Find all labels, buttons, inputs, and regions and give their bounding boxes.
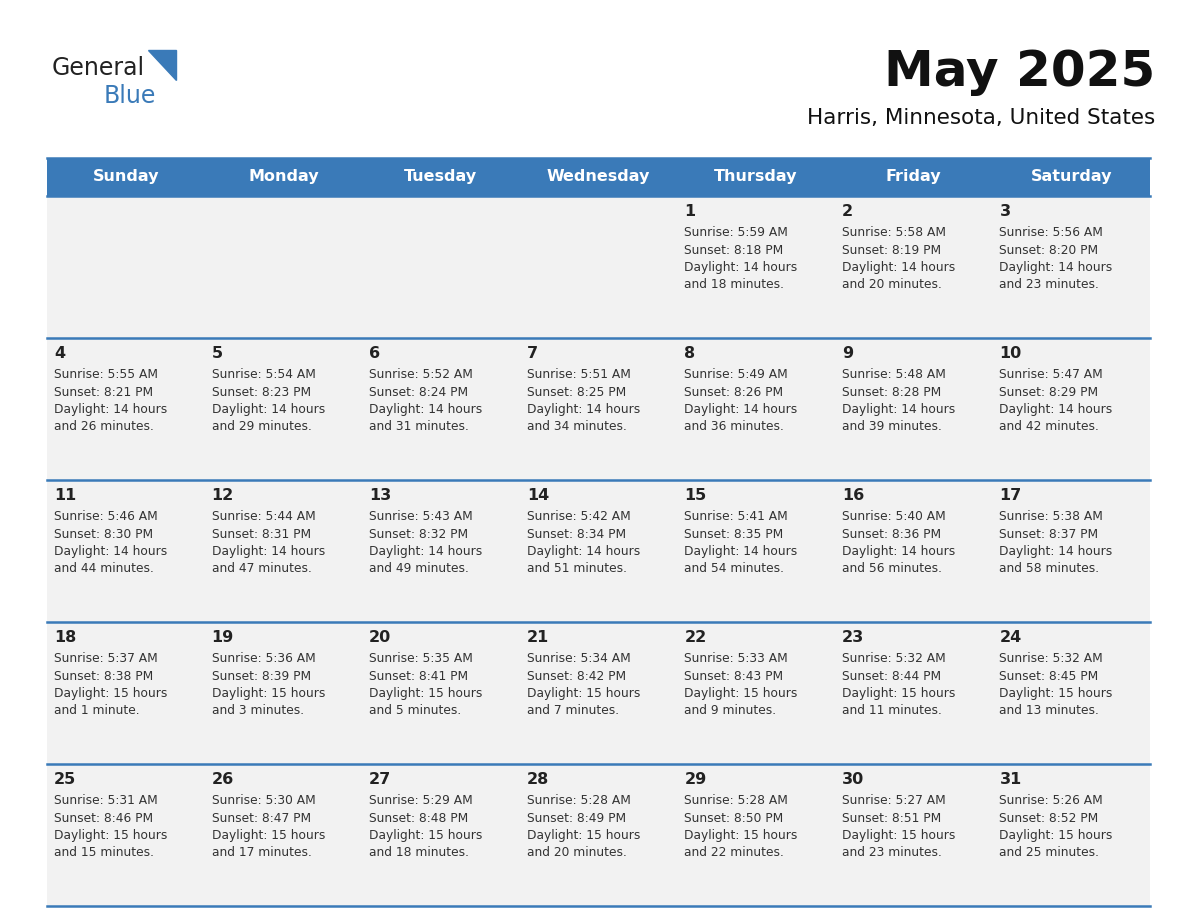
Text: 20: 20 (369, 630, 391, 645)
Text: 14: 14 (526, 488, 549, 503)
Text: Sunrise: 5:33 AM
Sunset: 8:43 PM
Daylight: 15 hours
and 9 minutes.: Sunrise: 5:33 AM Sunset: 8:43 PM Dayligh… (684, 652, 797, 718)
Text: Sunday: Sunday (93, 170, 159, 185)
Text: Friday: Friday (886, 170, 941, 185)
Bar (48, 480, 1150, 622)
Text: May 2025: May 2025 (884, 48, 1155, 96)
Text: Sunrise: 5:32 AM
Sunset: 8:44 PM
Daylight: 15 hours
and 11 minutes.: Sunrise: 5:32 AM Sunset: 8:44 PM Dayligh… (842, 652, 955, 718)
Text: 30: 30 (842, 772, 864, 787)
Text: Sunrise: 5:26 AM
Sunset: 8:52 PM
Daylight: 15 hours
and 25 minutes.: Sunrise: 5:26 AM Sunset: 8:52 PM Dayligh… (999, 794, 1113, 859)
Text: Harris, Minnesota, United States: Harris, Minnesota, United States (807, 108, 1155, 128)
Text: 12: 12 (211, 488, 234, 503)
Text: 16: 16 (842, 488, 864, 503)
Bar (835, 158, 992, 196)
Text: Wednesday: Wednesday (546, 170, 650, 185)
Text: Sunrise: 5:41 AM
Sunset: 8:35 PM
Daylight: 14 hours
and 54 minutes.: Sunrise: 5:41 AM Sunset: 8:35 PM Dayligh… (684, 510, 797, 576)
Bar (48, 196, 1150, 338)
Text: General: General (52, 56, 145, 80)
Text: 17: 17 (999, 488, 1022, 503)
Text: Blue: Blue (105, 84, 157, 108)
Text: 5: 5 (211, 346, 222, 361)
Text: 24: 24 (999, 630, 1022, 645)
Text: Sunrise: 5:44 AM
Sunset: 8:31 PM
Daylight: 14 hours
and 47 minutes.: Sunrise: 5:44 AM Sunset: 8:31 PM Dayligh… (211, 510, 324, 576)
Text: 13: 13 (369, 488, 391, 503)
Text: Sunrise: 5:27 AM
Sunset: 8:51 PM
Daylight: 15 hours
and 23 minutes.: Sunrise: 5:27 AM Sunset: 8:51 PM Dayligh… (842, 794, 955, 859)
Text: 19: 19 (211, 630, 234, 645)
Text: Sunrise: 5:58 AM
Sunset: 8:19 PM
Daylight: 14 hours
and 20 minutes.: Sunrise: 5:58 AM Sunset: 8:19 PM Dayligh… (842, 226, 955, 292)
Text: 27: 27 (369, 772, 391, 787)
Text: Sunrise: 5:54 AM
Sunset: 8:23 PM
Daylight: 14 hours
and 29 minutes.: Sunrise: 5:54 AM Sunset: 8:23 PM Dayligh… (211, 368, 324, 433)
Text: Sunrise: 5:46 AM
Sunset: 8:30 PM
Daylight: 14 hours
and 44 minutes.: Sunrise: 5:46 AM Sunset: 8:30 PM Dayligh… (53, 510, 168, 576)
Text: 10: 10 (999, 346, 1022, 361)
Text: 18: 18 (53, 630, 76, 645)
Text: 15: 15 (684, 488, 707, 503)
Text: 11: 11 (53, 488, 76, 503)
Text: 22: 22 (684, 630, 707, 645)
Polygon shape (148, 50, 176, 80)
Text: Sunrise: 5:35 AM
Sunset: 8:41 PM
Daylight: 15 hours
and 5 minutes.: Sunrise: 5:35 AM Sunset: 8:41 PM Dayligh… (369, 652, 482, 718)
Bar (362, 158, 519, 196)
Text: 6: 6 (369, 346, 380, 361)
Text: Sunrise: 5:42 AM
Sunset: 8:34 PM
Daylight: 14 hours
and 51 minutes.: Sunrise: 5:42 AM Sunset: 8:34 PM Dayligh… (526, 510, 640, 576)
Text: Sunrise: 5:28 AM
Sunset: 8:49 PM
Daylight: 15 hours
and 20 minutes.: Sunrise: 5:28 AM Sunset: 8:49 PM Dayligh… (526, 794, 640, 859)
Text: Sunrise: 5:28 AM
Sunset: 8:50 PM
Daylight: 15 hours
and 22 minutes.: Sunrise: 5:28 AM Sunset: 8:50 PM Dayligh… (684, 794, 797, 859)
Text: Sunrise: 5:59 AM
Sunset: 8:18 PM
Daylight: 14 hours
and 18 minutes.: Sunrise: 5:59 AM Sunset: 8:18 PM Dayligh… (684, 226, 797, 292)
Bar (48, 764, 1150, 906)
Text: Sunrise: 5:31 AM
Sunset: 8:46 PM
Daylight: 15 hours
and 15 minutes.: Sunrise: 5:31 AM Sunset: 8:46 PM Dayligh… (53, 794, 168, 859)
Text: Sunrise: 5:52 AM
Sunset: 8:24 PM
Daylight: 14 hours
and 31 minutes.: Sunrise: 5:52 AM Sunset: 8:24 PM Dayligh… (369, 368, 482, 433)
Text: 25: 25 (53, 772, 76, 787)
Bar (677, 158, 835, 196)
Text: Saturday: Saturday (1030, 170, 1112, 185)
Text: Sunrise: 5:48 AM
Sunset: 8:28 PM
Daylight: 14 hours
and 39 minutes.: Sunrise: 5:48 AM Sunset: 8:28 PM Dayligh… (842, 368, 955, 433)
Text: Sunrise: 5:55 AM
Sunset: 8:21 PM
Daylight: 14 hours
and 26 minutes.: Sunrise: 5:55 AM Sunset: 8:21 PM Dayligh… (53, 368, 168, 433)
Bar (204, 158, 362, 196)
Bar (48, 622, 1150, 764)
Text: 26: 26 (211, 772, 234, 787)
Text: 29: 29 (684, 772, 707, 787)
Text: 28: 28 (526, 772, 549, 787)
Text: Sunrise: 5:32 AM
Sunset: 8:45 PM
Daylight: 15 hours
and 13 minutes.: Sunrise: 5:32 AM Sunset: 8:45 PM Dayligh… (999, 652, 1113, 718)
Text: Sunrise: 5:56 AM
Sunset: 8:20 PM
Daylight: 14 hours
and 23 minutes.: Sunrise: 5:56 AM Sunset: 8:20 PM Dayligh… (999, 226, 1113, 292)
Text: Thursday: Thursday (714, 170, 798, 185)
Text: 3: 3 (999, 204, 1011, 219)
Text: Sunrise: 5:34 AM
Sunset: 8:42 PM
Daylight: 15 hours
and 7 minutes.: Sunrise: 5:34 AM Sunset: 8:42 PM Dayligh… (526, 652, 640, 718)
Text: 7: 7 (526, 346, 538, 361)
Bar (48, 158, 204, 196)
Bar (519, 158, 677, 196)
Text: Sunrise: 5:47 AM
Sunset: 8:29 PM
Daylight: 14 hours
and 42 minutes.: Sunrise: 5:47 AM Sunset: 8:29 PM Dayligh… (999, 368, 1113, 433)
Text: Sunrise: 5:51 AM
Sunset: 8:25 PM
Daylight: 14 hours
and 34 minutes.: Sunrise: 5:51 AM Sunset: 8:25 PM Dayligh… (526, 368, 640, 433)
Text: Sunrise: 5:36 AM
Sunset: 8:39 PM
Daylight: 15 hours
and 3 minutes.: Sunrise: 5:36 AM Sunset: 8:39 PM Dayligh… (211, 652, 326, 718)
Text: Tuesday: Tuesday (404, 170, 478, 185)
Text: Sunrise: 5:49 AM
Sunset: 8:26 PM
Daylight: 14 hours
and 36 minutes.: Sunrise: 5:49 AM Sunset: 8:26 PM Dayligh… (684, 368, 797, 433)
Text: Sunrise: 5:29 AM
Sunset: 8:48 PM
Daylight: 15 hours
and 18 minutes.: Sunrise: 5:29 AM Sunset: 8:48 PM Dayligh… (369, 794, 482, 859)
Text: Sunrise: 5:38 AM
Sunset: 8:37 PM
Daylight: 14 hours
and 58 minutes.: Sunrise: 5:38 AM Sunset: 8:37 PM Dayligh… (999, 510, 1113, 576)
Text: Monday: Monday (248, 170, 318, 185)
Text: 9: 9 (842, 346, 853, 361)
Text: 1: 1 (684, 204, 695, 219)
Text: Sunrise: 5:30 AM
Sunset: 8:47 PM
Daylight: 15 hours
and 17 minutes.: Sunrise: 5:30 AM Sunset: 8:47 PM Dayligh… (211, 794, 326, 859)
Text: 2: 2 (842, 204, 853, 219)
Text: 8: 8 (684, 346, 695, 361)
Text: Sunrise: 5:43 AM
Sunset: 8:32 PM
Daylight: 14 hours
and 49 minutes.: Sunrise: 5:43 AM Sunset: 8:32 PM Dayligh… (369, 510, 482, 576)
Bar (48, 338, 1150, 480)
Text: 31: 31 (999, 772, 1022, 787)
Text: 4: 4 (53, 346, 65, 361)
Bar (992, 158, 1150, 196)
Text: Sunrise: 5:37 AM
Sunset: 8:38 PM
Daylight: 15 hours
and 1 minute.: Sunrise: 5:37 AM Sunset: 8:38 PM Dayligh… (53, 652, 168, 718)
Text: Sunrise: 5:40 AM
Sunset: 8:36 PM
Daylight: 14 hours
and 56 minutes.: Sunrise: 5:40 AM Sunset: 8:36 PM Dayligh… (842, 510, 955, 576)
Text: 21: 21 (526, 630, 549, 645)
Text: 23: 23 (842, 630, 864, 645)
